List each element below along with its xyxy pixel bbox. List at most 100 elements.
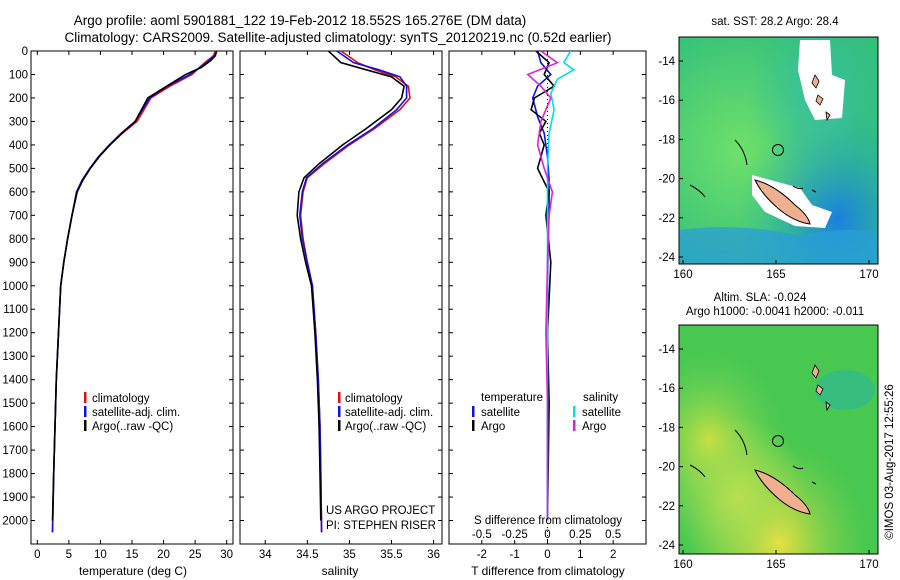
s-tick-label: 0.5 <box>605 529 621 541</box>
argo-location-marker-2 <box>772 435 784 447</box>
map-x-tick-label: 170 <box>859 559 878 571</box>
y-tick-label: 1600 <box>2 422 28 434</box>
title-line2: Climatology: CARS2009. Satellite-adjuste… <box>64 30 611 45</box>
credit-pi: PI: STEPHEN RISER <box>326 520 436 532</box>
x-tick-label: 35 <box>343 549 356 561</box>
map-y-tick-label: -24 <box>658 540 675 552</box>
sla-map-axes: 160 165 170 -14 -16 -18 -20 -22 -24 <box>658 344 878 571</box>
credit-project: US ARGO PROJECT <box>326 505 435 517</box>
y-tick-label: 0 <box>22 46 28 58</box>
salinity-axes: 34 34.5 35 35.5 36 <box>240 50 442 561</box>
vanuatu-islands <box>811 74 831 122</box>
legend3-salinity-head: salinity <box>583 392 618 404</box>
map-x-tick-label: 160 <box>673 559 692 571</box>
series-line-argo <box>51 51 218 521</box>
map-x-tick-label: 170 <box>859 269 878 281</box>
map-y-tick-label: -18 <box>658 422 675 434</box>
sst-cloud-north <box>798 40 845 120</box>
x-tick-label: 20 <box>157 549 170 561</box>
x-tick-label: -2 <box>477 549 487 561</box>
legend-satellite-label: satellite-adj. clim. <box>92 407 180 419</box>
reef-outlines <box>689 139 817 198</box>
temperature-lines <box>51 51 218 533</box>
temperature-panel <box>30 50 234 545</box>
x-tick-label: 36 <box>427 549 440 561</box>
series-line-satellite-adj-clim- <box>298 51 408 533</box>
legend2-climatology-swatch <box>338 392 341 403</box>
sla-low-patch <box>815 370 875 410</box>
y-tick-label: 100 <box>9 69 28 81</box>
series-line-temperature-argo <box>530 51 556 521</box>
sla-map-subtitle: Argo h1000: -0.0041 h2000: -0.011 <box>686 306 864 318</box>
difference-lines <box>526 51 576 521</box>
x-tick-label: 10 <box>94 549 107 561</box>
difference-legend: temperature salinity satellite Argo sate… <box>472 392 621 433</box>
x-tick-label: 25 <box>189 549 202 561</box>
legend3-s-argo-swatch <box>573 420 576 431</box>
temperature-legend: climatology satellite-adj. clim. Argo(..… <box>84 392 180 433</box>
map-y-tick-label: -18 <box>658 134 675 146</box>
x-tick-label: 30 <box>220 549 233 561</box>
sst-cool-band <box>680 227 878 264</box>
series-line-argo <box>296 51 405 521</box>
s-tick-label: -0.25 <box>502 529 528 541</box>
x-tick-label: 5 <box>66 549 72 561</box>
s-difference-label: S difference from climatology <box>474 515 622 527</box>
legend3-t-sat-label: satellite <box>481 407 520 419</box>
y-tick-label: 1500 <box>2 398 28 410</box>
sla-map-title: Altim. SLA: -0.024 <box>714 292 807 304</box>
y-tick-label: 1700 <box>2 445 28 457</box>
legend3-s-sat-label: satellite <box>582 407 621 419</box>
legend-satellite-swatch <box>84 406 87 417</box>
s-tick-label: 0.25 <box>569 529 591 541</box>
y-tick-label: 1800 <box>2 469 28 481</box>
y-tick-label: 500 <box>9 163 28 175</box>
salinity-lines <box>296 51 411 533</box>
legend2-climatology-label: climatology <box>345 393 403 405</box>
y-tick-label: 400 <box>9 140 28 152</box>
y-tick-label: 1200 <box>2 328 28 340</box>
salinity-panel <box>239 50 443 545</box>
y-tick-label: 800 <box>9 234 28 246</box>
x-tick-label: 34.5 <box>296 549 318 561</box>
temperature-xlabel: temperature (deg C) <box>79 564 187 578</box>
map-y-tick-label: -24 <box>658 252 675 264</box>
y-tick-label: 2000 <box>2 516 28 528</box>
x-tick-label: 34 <box>259 549 272 561</box>
map-y-tick-label: -22 <box>658 213 675 225</box>
x-tick-label: 35.5 <box>380 549 402 561</box>
sla-map-frame <box>678 324 879 555</box>
y-tick-label: 600 <box>9 187 28 199</box>
legend2-argo-swatch <box>338 420 341 431</box>
map-y-tick-label: -22 <box>658 501 675 513</box>
map-y-tick-label: -20 <box>658 174 675 186</box>
legend2-satellite-swatch <box>338 406 341 417</box>
x-tick-label: 0 <box>544 549 550 561</box>
legend3-t-sat-swatch <box>472 406 475 417</box>
argo-location-marker <box>772 144 784 156</box>
legend3-s-sat-swatch <box>573 406 576 417</box>
salinity-legend: climatology satellite-adj. clim. Argo(..… <box>338 392 433 433</box>
s-tick-label: -0.5 <box>472 529 492 541</box>
sst-map-axes: 160 165 170 -14 -16 -18 -20 -22 -24 <box>658 56 878 281</box>
map-y-tick-label: -14 <box>658 344 675 356</box>
y-tick-label: 1900 <box>2 492 28 504</box>
sla-map-mid <box>679 325 878 554</box>
y-tick-label: 1000 <box>2 281 28 293</box>
salinity-xlabel: salinity <box>322 564 359 578</box>
legend3-t-argo-swatch <box>472 420 475 431</box>
map-x-tick-label: 160 <box>673 269 692 281</box>
legend3-temperature-head: temperature <box>481 392 543 404</box>
temperature-axes: 0100200300400500600700800900100011001200… <box>2 46 233 561</box>
imos-credit: ©IMOS 03-Aug-2017 12:55:26 <box>884 384 896 540</box>
y-tick-label: 700 <box>9 210 28 222</box>
sst-map <box>678 36 879 265</box>
reef-outlines-2 <box>689 429 817 485</box>
x-tick-label: 1 <box>577 549 583 561</box>
new-caledonia-island-2 <box>754 469 811 515</box>
legend-argo-label: Argo(..raw -QC) <box>92 421 173 433</box>
y-tick-label: 1300 <box>2 351 28 363</box>
map-y-tick-label: -16 <box>658 383 675 395</box>
